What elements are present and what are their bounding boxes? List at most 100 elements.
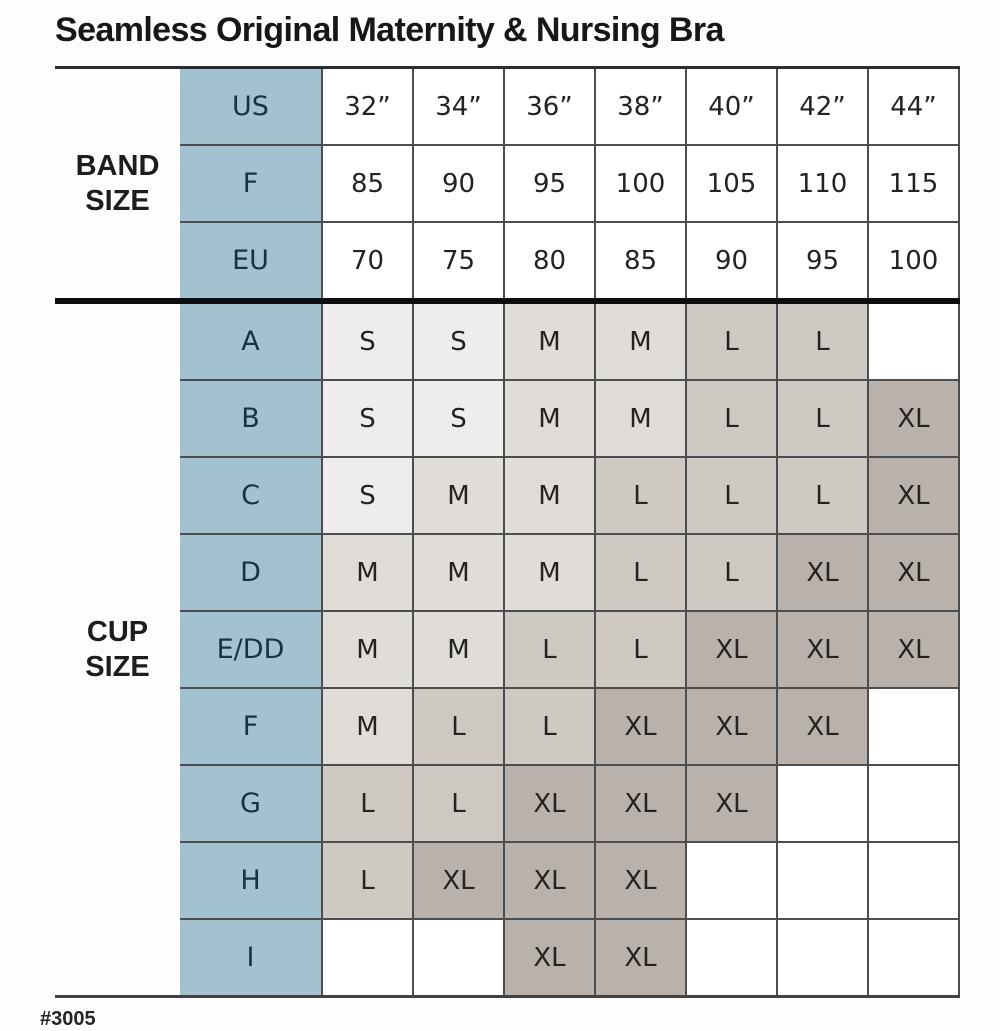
size-cell: M: [412, 456, 505, 535]
page-title: Seamless Original Maternity & Nursing Br…: [55, 11, 724, 49]
size-cell: XL: [594, 918, 687, 998]
size-cell: XL: [503, 764, 596, 843]
size-cell: XL: [685, 610, 778, 689]
size-cell: M: [321, 610, 414, 689]
size-cell: [776, 918, 869, 998]
size-chart-page: Seamless Original Maternity & Nursing Br…: [0, 8, 1000, 1030]
size-cell: L: [321, 841, 414, 920]
cup-row-key: D: [180, 533, 323, 612]
size-cell: L: [685, 456, 778, 535]
band-value-cell: 95: [503, 144, 596, 223]
size-cell: [321, 918, 414, 998]
size-chart-table: BAND SIZE US 32” 34” 36” 38” 40” 42” 44” F 85 90 95 1…: [55, 66, 960, 998]
cup-row-key: H: [180, 841, 323, 920]
size-cell: M: [321, 687, 414, 766]
cup-row-e-dd: E/DD M M L L XL XL XL: [55, 610, 960, 689]
size-cell: XL: [685, 764, 778, 843]
size-cell: L: [685, 300, 778, 381]
cup-row-d: D M M M L L XL XL: [55, 533, 960, 612]
size-cell: XL: [867, 610, 960, 689]
size-cell: [867, 918, 960, 998]
cup-row-i: I XL XL: [55, 918, 960, 998]
cup-row-key: E/DD: [180, 610, 323, 689]
cup-row-h: H L XL XL XL: [55, 841, 960, 920]
size-cell: XL: [867, 379, 960, 458]
size-cell: S: [412, 300, 505, 381]
size-cell: M: [412, 533, 505, 612]
size-cell: XL: [594, 687, 687, 766]
size-cell: M: [594, 300, 687, 381]
size-cell: M: [503, 456, 596, 535]
size-cell: XL: [594, 764, 687, 843]
size-cell: L: [776, 379, 869, 458]
size-cell: XL: [503, 918, 596, 998]
size-cell: [776, 764, 869, 843]
size-cell: XL: [867, 533, 960, 612]
size-cell: L: [776, 456, 869, 535]
size-cell: [867, 841, 960, 920]
band-row-key: US: [180, 66, 323, 146]
product-number: #3005: [40, 1008, 96, 1030]
size-cell: XL: [776, 687, 869, 766]
size-cell: S: [321, 300, 414, 381]
band-value-cell: 32”: [321, 66, 414, 146]
cup-row-key: A: [180, 300, 323, 381]
band-value-cell: 75: [412, 221, 505, 304]
cup-row-key: C: [180, 456, 323, 535]
band-value-cell: 42”: [776, 66, 869, 146]
band-value-cell: 115: [867, 144, 960, 223]
size-cell: M: [412, 610, 505, 689]
size-cell: [685, 841, 778, 920]
size-cell: L: [594, 610, 687, 689]
cup-size-label: CUP SIZE: [55, 301, 180, 998]
cup-row-c: C S M M L L L XL: [55, 456, 960, 535]
band-row-eu: EU 70 75 80 85 90 95 100: [55, 221, 960, 304]
band-value-cell: 100: [867, 221, 960, 304]
size-cell: L: [321, 764, 414, 843]
band-value-cell: 90: [412, 144, 505, 223]
size-cell: XL: [776, 533, 869, 612]
band-row-us: BAND SIZE US 32” 34” 36” 38” 40” 42” 44”: [55, 66, 960, 304]
band-value-cell: 85: [594, 221, 687, 304]
band-value-cell: 70: [321, 221, 414, 304]
size-cell: XL: [594, 841, 687, 920]
size-cell: L: [776, 300, 869, 381]
size-cell: L: [594, 456, 687, 535]
size-cell: [867, 300, 960, 381]
band-size-section: BAND SIZE US 32” 34” 36” 38” 40” 42” 44” F 85 90 95 1…: [55, 66, 960, 304]
size-cell: L: [412, 687, 505, 766]
size-cell: M: [503, 379, 596, 458]
band-value-cell: 100: [594, 144, 687, 223]
band-value-cell: 36”: [503, 66, 596, 146]
band-value-cell: 105: [685, 144, 778, 223]
band-row-f: F 85 90 95 100 105 110 115: [55, 144, 960, 223]
size-cell: [685, 918, 778, 998]
size-cell: L: [503, 687, 596, 766]
size-cell: XL: [867, 456, 960, 535]
size-cell: M: [594, 379, 687, 458]
size-cell: [776, 841, 869, 920]
band-value-cell: 38”: [594, 66, 687, 146]
size-cell: M: [321, 533, 414, 612]
size-cell: S: [412, 379, 505, 458]
band-value-cell: 85: [321, 144, 414, 223]
size-cell: M: [503, 533, 596, 612]
size-cell: [412, 918, 505, 998]
size-cell: L: [685, 533, 778, 612]
size-cell: S: [321, 456, 414, 535]
cup-row-key: I: [180, 918, 323, 998]
size-cell: L: [685, 379, 778, 458]
band-row-key: F: [180, 144, 323, 223]
size-cell: L: [503, 610, 596, 689]
band-value-cell: 34”: [412, 66, 505, 146]
band-value-cell: 80: [503, 221, 596, 304]
band-value-cell: 95: [776, 221, 869, 304]
size-cell: S: [321, 379, 414, 458]
cup-size-section: CUP SIZE A S S M M L L B S S M M L L XL C S M M L L L XL D M M M L L X…: [55, 300, 960, 998]
cup-row-key: F: [180, 687, 323, 766]
cup-row-key: B: [180, 379, 323, 458]
size-cell: L: [594, 533, 687, 612]
size-cell: L: [412, 764, 505, 843]
cup-row-a: CUP SIZE A S S M M L L: [55, 300, 960, 998]
band-value-cell: 110: [776, 144, 869, 223]
